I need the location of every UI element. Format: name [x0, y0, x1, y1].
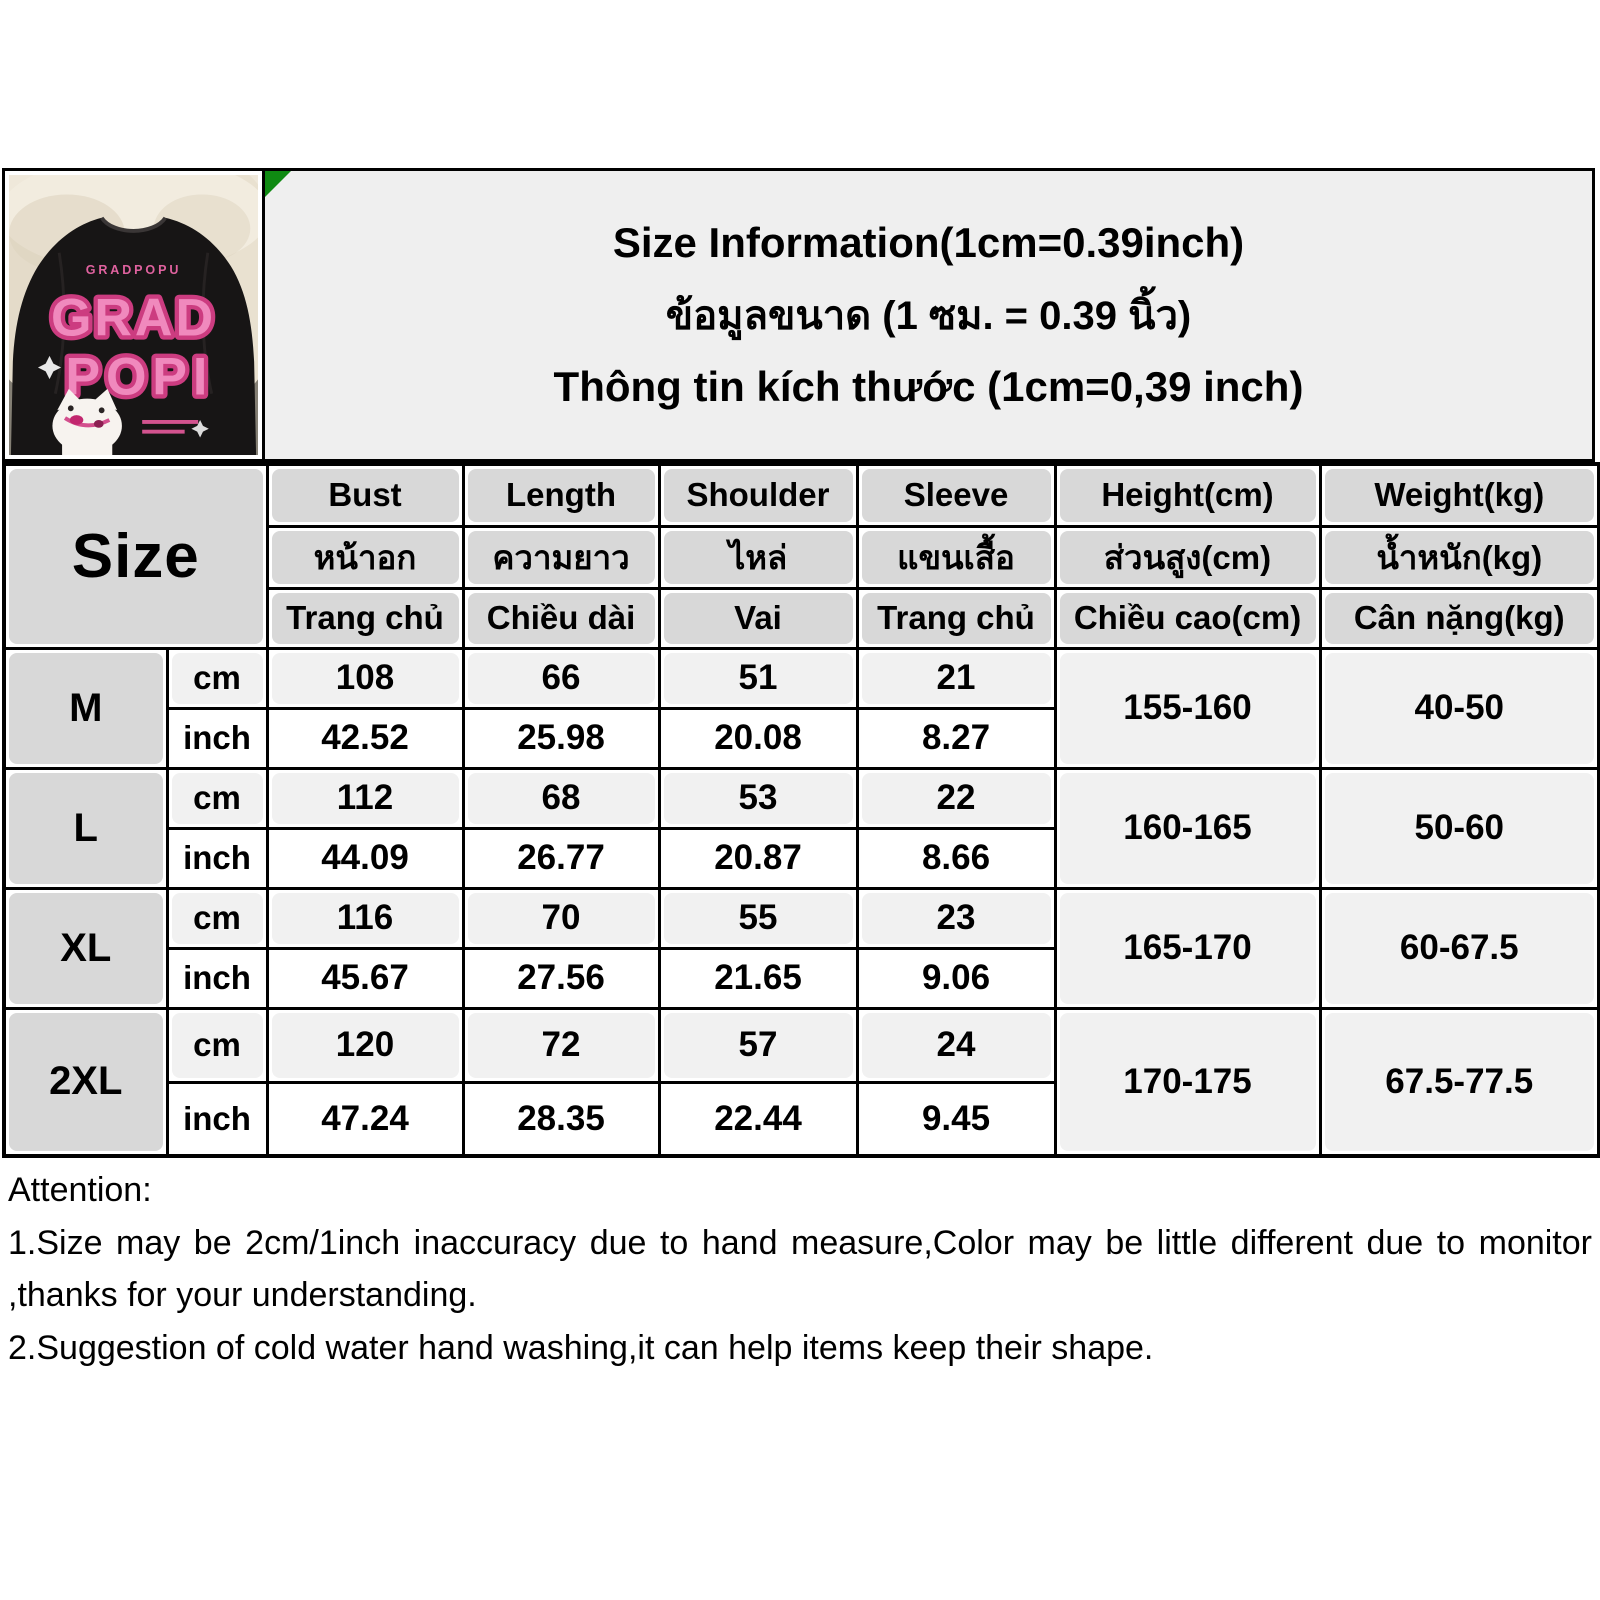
value-cell: 8.27	[855, 706, 1057, 770]
value-cell: 44.09	[265, 826, 465, 890]
print-line1: GRAD	[51, 289, 216, 347]
value-cell: 70	[461, 886, 661, 950]
col-header-height-en: Height(cm)	[1053, 462, 1322, 528]
unit-cell: cm	[165, 646, 269, 710]
col-header-sleeve-vi: Trang chủ	[855, 586, 1057, 650]
col-header-weight-en: Weight(kg)	[1318, 462, 1600, 528]
title-thai: ข้อมูลขนาด (1 ซม. = 0.39 นิ้ว)	[665, 294, 1192, 338]
value-cell: 21.65	[657, 946, 859, 1010]
title-english: Size Information(1cm=0.39inch)	[612, 219, 1245, 266]
value-cell: 25.98	[461, 706, 661, 770]
value-cell: 108	[265, 646, 465, 710]
attention-note-1: 1.Size may be 2cm/1inch inaccuracy due t…	[8, 1223, 1592, 1315]
col-header-bust-vi: Trang chủ	[265, 586, 465, 650]
size-header-label: Size	[71, 521, 200, 591]
value-cell: 27.56	[461, 946, 661, 1010]
value-cell: 20.08	[657, 706, 859, 770]
unit-cell: cm	[165, 766, 269, 830]
weight-range-cell: 60-67.5	[1318, 886, 1600, 1010]
attention-note-2: 2.Suggestion of cold water hand washing,…	[8, 1329, 1154, 1368]
unit-cell: inch	[165, 706, 269, 770]
value-cell: 55	[657, 886, 859, 950]
print-small-text: GRADPOPU	[86, 263, 182, 277]
col-header-sleeve-th: แขนเสื้อ	[855, 524, 1057, 590]
col-header-height-th: ส่วนสูง(cm)	[1053, 524, 1322, 590]
col-header-length-th: ความยาว	[461, 524, 661, 590]
col-header-weight-vi: Cân nặng(kg)	[1318, 586, 1600, 650]
weight-range-cell: 50-60	[1318, 766, 1600, 890]
unit-cell: inch	[165, 1080, 269, 1158]
col-header-bust-th: หน้าอก	[265, 524, 465, 590]
value-cell: 21	[855, 646, 1057, 710]
height-range-cell: 170-175	[1053, 1006, 1322, 1158]
unit-cell: inch	[165, 946, 269, 1010]
value-cell: 57	[657, 1006, 859, 1084]
value-cell: 9.06	[855, 946, 1057, 1010]
value-cell: 47.24	[265, 1080, 465, 1158]
height-range-cell: 165-170	[1053, 886, 1322, 1010]
value-cell: 8.66	[855, 826, 1057, 890]
size-label-l: L	[2, 766, 169, 890]
value-cell: 51	[657, 646, 859, 710]
value-cell: 28.35	[461, 1080, 661, 1158]
attention-heading: Attention:	[8, 1171, 152, 1209]
unit-cell: cm	[165, 886, 269, 950]
value-cell: 22.44	[657, 1080, 859, 1158]
value-cell: 42.52	[265, 706, 465, 770]
title-panel: Size Information(1cm=0.39inch) ข้อมูลขนา…	[265, 171, 1592, 459]
corner-fold-accent	[265, 171, 291, 197]
col-header-sleeve-en: Sleeve	[855, 462, 1057, 528]
size-label-2xl: 2XL	[2, 1006, 169, 1158]
col-header-length-vi: Chiều dài	[461, 586, 661, 650]
size-label-m: M	[2, 646, 169, 770]
weight-range-cell: 67.5-77.5	[1318, 1006, 1600, 1158]
size-table: Size Bust Length Shoulder Sleeve Height(…	[2, 462, 1600, 1158]
col-header-bust-en: Bust	[265, 462, 465, 528]
height-range-cell: 160-165	[1053, 766, 1322, 890]
value-cell: 24	[855, 1006, 1057, 1084]
value-cell: 23	[855, 886, 1057, 950]
value-cell: 20.87	[657, 826, 859, 890]
unit-cell: inch	[165, 826, 269, 890]
header-block: GRADPOPU GRAD POPI	[2, 168, 1595, 462]
col-header-shoulder-en: Shoulder	[657, 462, 859, 528]
col-header-height-vi: Chiều cao(cm)	[1053, 586, 1322, 650]
value-cell: 120	[265, 1006, 465, 1084]
product-photo: GRADPOPU GRAD POPI	[5, 171, 265, 459]
col-header-weight-th: น้ำหนัก(kg)	[1318, 524, 1600, 590]
value-cell: 116	[265, 886, 465, 950]
height-range-cell: 155-160	[1053, 646, 1322, 770]
value-cell: 68	[461, 766, 661, 830]
value-cell: 53	[657, 766, 859, 830]
value-cell: 22	[855, 766, 1057, 830]
size-header-cell: Size	[2, 462, 269, 650]
value-cell: 45.67	[265, 946, 465, 1010]
col-header-shoulder-vi: Vai	[657, 586, 859, 650]
col-header-shoulder-th: ไหล่	[657, 524, 859, 590]
product-photo-illustration: GRADPOPU GRAD POPI	[9, 175, 258, 455]
col-header-length-en: Length	[461, 462, 661, 528]
cat-graphic	[52, 388, 122, 455]
value-cell: 66	[461, 646, 661, 710]
size-label-xl: XL	[2, 886, 169, 1010]
print-line2: POPI	[65, 349, 213, 407]
title-vietnamese: Thông tin kích thước (1cm=0,39 inch)	[553, 363, 1304, 410]
unit-cell: cm	[165, 1006, 269, 1084]
value-cell: 112	[265, 766, 465, 830]
value-cell: 72	[461, 1006, 661, 1084]
attention-section: Attention: 1.Size may be 2cm/1inch inacc…	[8, 1164, 1592, 1375]
value-cell: 9.45	[855, 1080, 1057, 1158]
value-cell: 26.77	[461, 826, 661, 890]
weight-range-cell: 40-50	[1318, 646, 1600, 770]
